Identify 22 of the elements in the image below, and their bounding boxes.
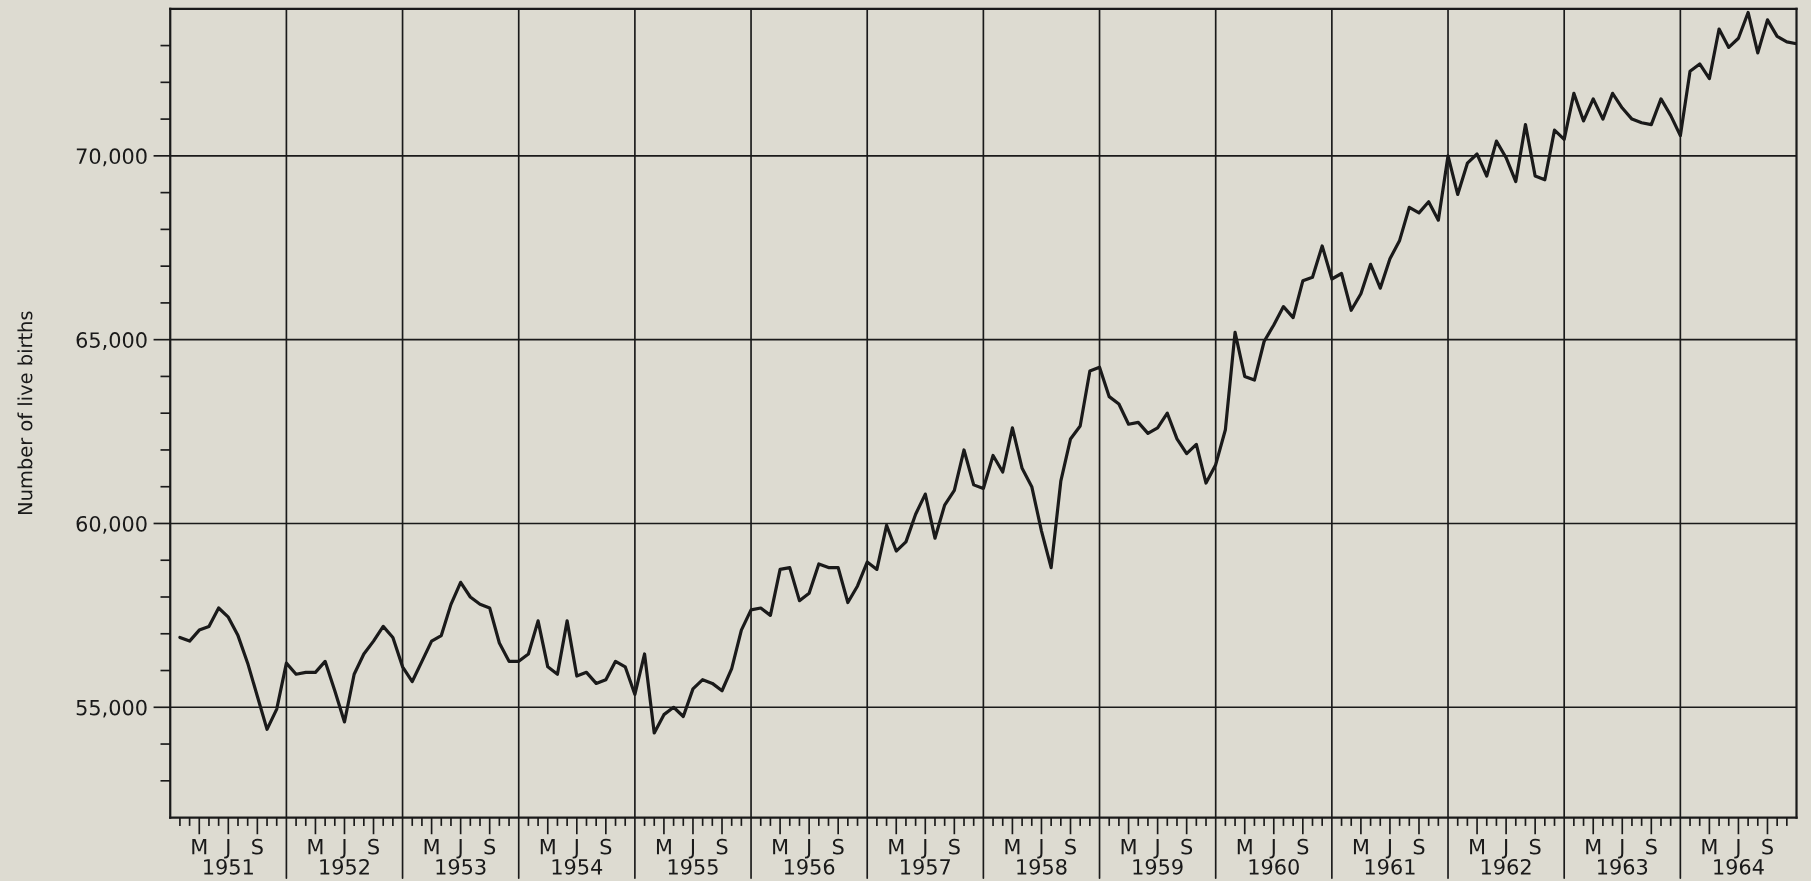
x-tick-label: S xyxy=(716,838,728,855)
y-tick-label: 60,000 xyxy=(76,515,147,534)
y-tick-label: 70,000 xyxy=(76,148,147,167)
y-tick-label: 55,000 xyxy=(76,699,147,718)
x-tick-label: S xyxy=(368,838,379,855)
x-tick-label: M xyxy=(889,839,904,855)
y-tick-label: 65,000 xyxy=(76,332,147,350)
x-tick-label: S xyxy=(252,838,263,855)
x-tick-label: S xyxy=(1065,838,1076,855)
x-tick-label: S xyxy=(600,838,612,855)
x-tick-label: S xyxy=(1413,838,1425,855)
x-tick-label: S xyxy=(832,838,844,855)
x-tick-label: S xyxy=(1181,838,1193,855)
x-tick-label: S xyxy=(1646,838,1657,855)
x-tick-label: S xyxy=(1297,838,1309,855)
x-tick-label: S xyxy=(1762,838,1773,855)
x-tick-label: S xyxy=(484,838,496,855)
y-axis-title: Number of live births xyxy=(17,311,33,515)
x-tick-label: M xyxy=(192,839,207,855)
x-tick-label: S xyxy=(949,838,960,855)
x-tick-label: S xyxy=(1529,838,1541,855)
x-tick-label: M xyxy=(1586,839,1601,855)
